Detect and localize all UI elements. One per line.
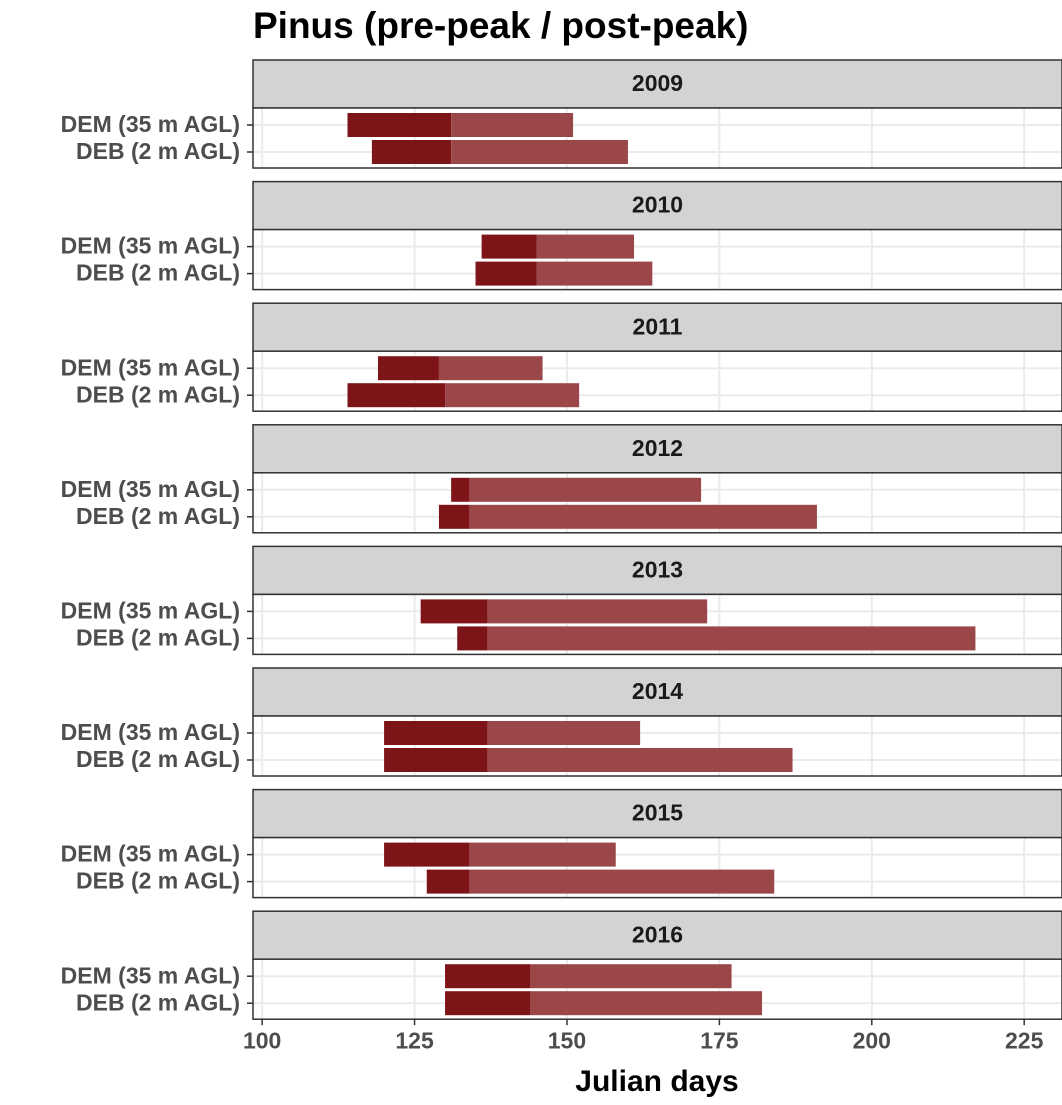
chart-title: Pinus (pre-peak / post-peak) <box>253 5 749 46</box>
strip <box>252 59 1062 109</box>
y-tick-label: DEB (2 m AGL) <box>76 868 240 894</box>
y-tick-label: DEB (2 m AGL) <box>76 503 240 529</box>
strip <box>252 545 1062 596</box>
post-peak-bar <box>530 964 732 989</box>
y-tick-label: DEB (2 m AGL) <box>76 381 240 407</box>
post-peak-bar <box>487 626 976 651</box>
post-peak-bar <box>469 869 775 894</box>
pre-peak-bar <box>384 748 488 772</box>
y-tick-label: DEB (2 m AGL) <box>76 989 240 1015</box>
facet-title: 2013 <box>632 556 683 582</box>
post-peak-bar <box>451 140 628 164</box>
panel <box>253 229 1062 290</box>
pre-peak-bar <box>451 477 470 502</box>
y-tick-label: DEM (35 m AGL) <box>61 233 240 259</box>
pre-peak-bar <box>347 383 446 408</box>
facet-title: 2015 <box>632 800 683 826</box>
y-tick-label: DEM (35 m AGL) <box>61 476 240 502</box>
y-tick-label: DEM (35 m AGL) <box>61 597 240 623</box>
strip <box>252 302 1062 352</box>
strip <box>252 910 1062 960</box>
pre-peak-bar <box>426 869 470 894</box>
x-tick-label: 225 <box>1005 1027 1044 1053</box>
pre-peak-bar <box>384 842 470 867</box>
y-tick-label: DEB (2 m AGL) <box>76 138 240 164</box>
y-tick-label: DEM (35 m AGL) <box>61 354 240 380</box>
pre-peak-bar <box>445 991 531 1016</box>
pre-peak-bar <box>481 234 537 259</box>
post-peak-bar <box>469 504 817 529</box>
facet-title: 2016 <box>632 921 683 947</box>
panel-border <box>252 228 1062 291</box>
x-tick-label: 125 <box>395 1027 434 1053</box>
y-tick-label: DEB (2 m AGL) <box>76 746 240 772</box>
post-peak-bar <box>487 599 708 624</box>
panel-border <box>252 958 1062 1020</box>
post-peak-bar <box>438 356 543 381</box>
panel-border <box>252 350 1062 412</box>
y-tick-label: DEB (2 m AGL) <box>76 260 240 286</box>
post-peak-bar <box>469 477 702 502</box>
y-tick-label: DEM (35 m AGL) <box>61 962 240 988</box>
panel-border <box>252 593 1062 656</box>
pre-peak-bar <box>384 721 488 745</box>
post-peak-bar <box>445 383 580 408</box>
post-peak-bar <box>530 991 763 1016</box>
x-tick-label: 150 <box>548 1027 586 1053</box>
facet-title: 2010 <box>632 192 683 218</box>
facet-title: 2012 <box>632 435 683 461</box>
x-axis-label: Julian days <box>575 1065 738 1098</box>
post-peak-bar <box>487 721 641 745</box>
pre-peak-bar <box>457 626 488 651</box>
x-tick-label: 100 <box>243 1027 281 1053</box>
pre-peak-bar <box>377 356 439 381</box>
post-peak-bar <box>536 234 635 259</box>
panel-border <box>252 715 1062 777</box>
panel-border <box>252 836 1062 899</box>
pre-peak-bar <box>347 113 452 137</box>
panel-border <box>252 472 1062 534</box>
post-peak-bar <box>451 113 574 137</box>
y-tick-label: DEM (35 m AGL) <box>61 719 240 745</box>
y-tick-label: DEB (2 m AGL) <box>76 624 240 650</box>
post-peak-bar <box>536 261 653 286</box>
y-tick-label: DEM (35 m AGL) <box>61 111 240 137</box>
x-tick-label: 200 <box>853 1027 891 1053</box>
panel-border <box>252 107 1062 169</box>
pre-peak-bar <box>438 504 470 529</box>
pre-peak-bar <box>475 261 537 286</box>
post-peak-bar <box>469 842 616 867</box>
post-peak-bar <box>487 748 793 772</box>
pre-peak-bar <box>420 599 488 624</box>
strip <box>252 424 1062 474</box>
facet-title: 2011 <box>633 313 683 339</box>
pre-peak-bar <box>445 964 531 989</box>
y-tick-label: DEM (35 m AGL) <box>61 841 240 867</box>
facet-title: 2009 <box>632 70 683 96</box>
pre-peak-bar <box>371 140 452 164</box>
facet-title: 2014 <box>632 678 683 704</box>
strip <box>252 667 1062 717</box>
x-tick-label: 175 <box>700 1027 739 1053</box>
